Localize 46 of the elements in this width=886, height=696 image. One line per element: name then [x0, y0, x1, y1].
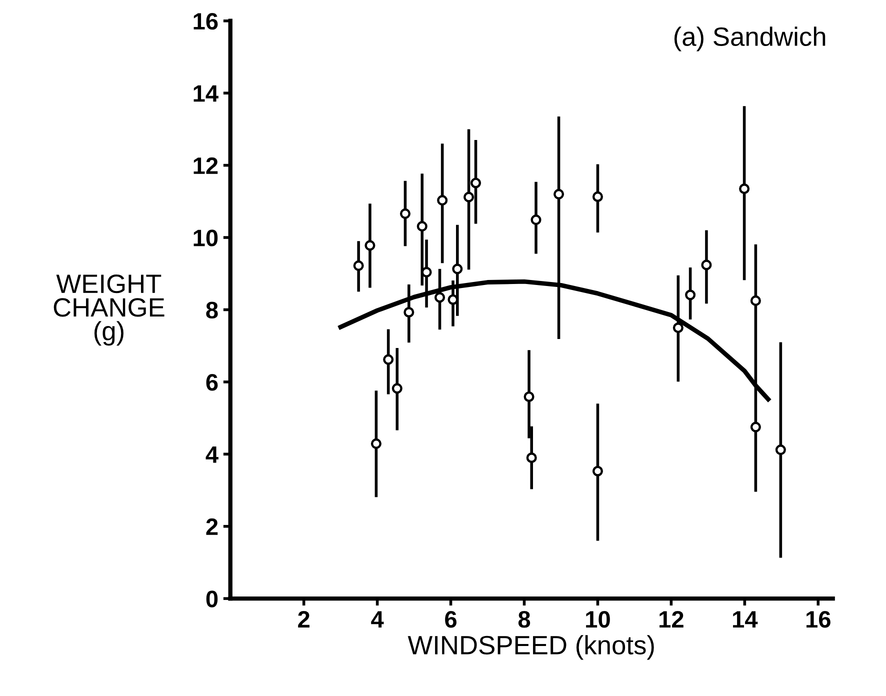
- y-tick-label: 2: [206, 518, 218, 535]
- point: [383, 354, 394, 365]
- point: [353, 260, 364, 271]
- y-tick-label: 0: [206, 590, 218, 608]
- point: [701, 260, 712, 270]
- x-tick-label: 2: [298, 610, 310, 628]
- point: [685, 290, 696, 300]
- point: [434, 292, 446, 303]
- y-tick-label: 6: [206, 374, 218, 391]
- x-axis-title: WINDSPEED (knots): [408, 635, 654, 660]
- point: [452, 264, 463, 274]
- point: [526, 452, 537, 464]
- annotation: (a) Sandwich: [674, 26, 826, 52]
- point: [592, 191, 604, 202]
- point: [750, 422, 761, 432]
- y-tick-label: 14: [194, 85, 218, 102]
- y-tick-label: 10: [194, 230, 218, 246]
- x-tick-label: 8: [518, 610, 530, 628]
- point: [775, 444, 786, 456]
- y-tick-label: 16: [194, 12, 218, 30]
- point: [392, 383, 402, 394]
- x-tick-label: 4: [371, 611, 384, 628]
- y-axis-title: WEIGHT CHANGE (g): [54, 274, 164, 346]
- point: [524, 391, 534, 402]
- point: [400, 208, 411, 219]
- point: [750, 295, 761, 306]
- point: [672, 322, 684, 334]
- y-tick-label: 12: [194, 157, 218, 174]
- point: [437, 195, 448, 206]
- x-tick-label: 12: [660, 610, 684, 628]
- point: [554, 188, 564, 200]
- point: [739, 183, 750, 194]
- point: [530, 214, 542, 226]
- y-tick-label: 4: [206, 446, 218, 463]
- x-tick-label: 16: [806, 610, 830, 628]
- y-tick-label: 8: [206, 302, 218, 319]
- point: [592, 466, 604, 476]
- point: [416, 221, 428, 232]
- x-tick-label: 10: [586, 610, 610, 628]
- point: [464, 192, 474, 202]
- point: [370, 438, 382, 449]
- x-tick-label: 6: [445, 610, 456, 628]
- point: [470, 178, 482, 188]
- x-tick-label: 14: [733, 611, 758, 628]
- point: [404, 306, 414, 318]
- point: [364, 240, 376, 251]
